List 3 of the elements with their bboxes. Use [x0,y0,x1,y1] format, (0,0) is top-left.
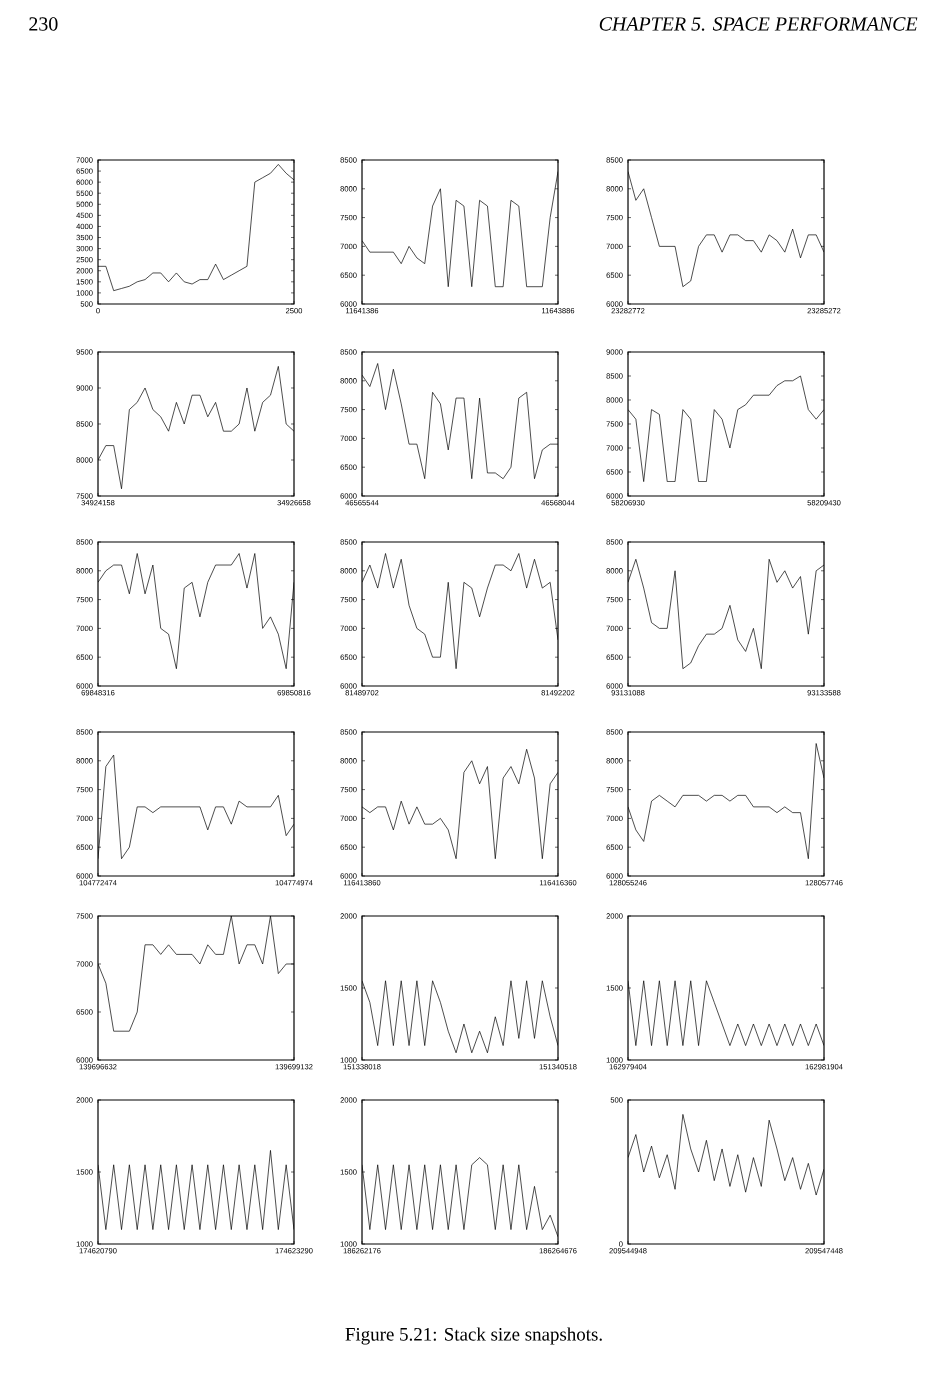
text: 230 [29,17,58,31]
caption: Figure 5.21: Stack size snapshots. [345,1327,602,1345]
text: CHAPTER 5. SPACE PERFORMANCE [599,17,918,31]
